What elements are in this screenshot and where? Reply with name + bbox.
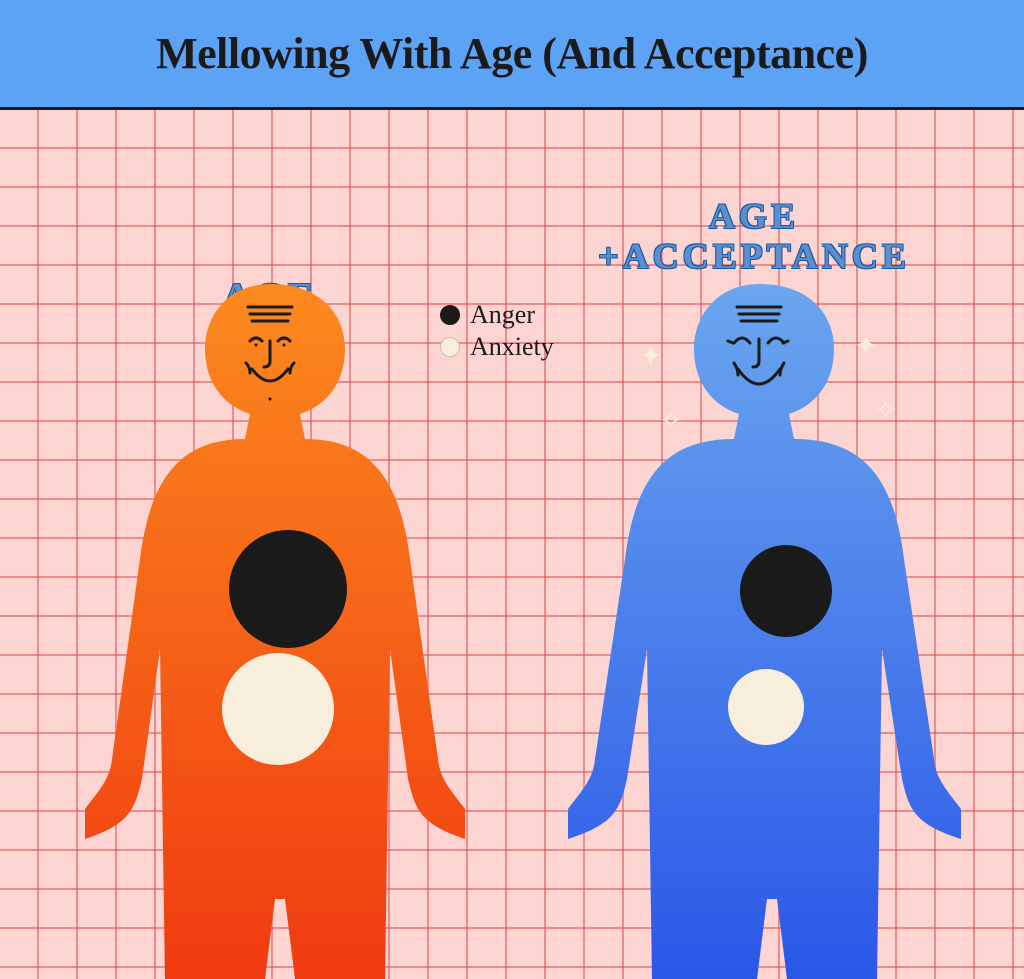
figure-age-anxiety-dot bbox=[222, 653, 334, 765]
sparkle-icon: ✦ bbox=[854, 329, 877, 363]
legend-row-anger: Anger bbox=[440, 300, 554, 330]
legend-row-anxiety: Anxiety bbox=[440, 332, 554, 362]
page-title: Mellowing With Age (And Acceptance) bbox=[156, 28, 868, 79]
sparkle-icon: ✦ bbox=[639, 339, 662, 373]
legend-dot-anger bbox=[440, 305, 460, 325]
sparkle-icon: ✧ bbox=[659, 404, 682, 438]
figure-acceptance-anger-dot bbox=[740, 545, 832, 637]
legend-dot-anxiety bbox=[440, 337, 460, 357]
figure-age-acceptance-label: AGE +ACCEPTANCE bbox=[544, 197, 964, 276]
figure-age: AGE bbox=[70, 219, 470, 979]
header-bar: Mellowing With Age (And Acceptance) bbox=[0, 0, 1024, 110]
figure-age-acceptance-body bbox=[544, 279, 964, 979]
legend-label-anger: Anger bbox=[470, 300, 535, 330]
infographic-canvas: AGE bbox=[0, 110, 1024, 979]
figure-acceptance-anxiety-dot bbox=[728, 669, 804, 745]
figure-age-acceptance: AGE +ACCEPTANCE bbox=[544, 179, 964, 979]
figure-age-anger-dot bbox=[229, 530, 347, 648]
legend: Anger Anxiety bbox=[440, 300, 554, 364]
legend-label-anxiety: Anxiety bbox=[470, 332, 554, 362]
sparkle-icon: ✧ bbox=[874, 394, 897, 428]
